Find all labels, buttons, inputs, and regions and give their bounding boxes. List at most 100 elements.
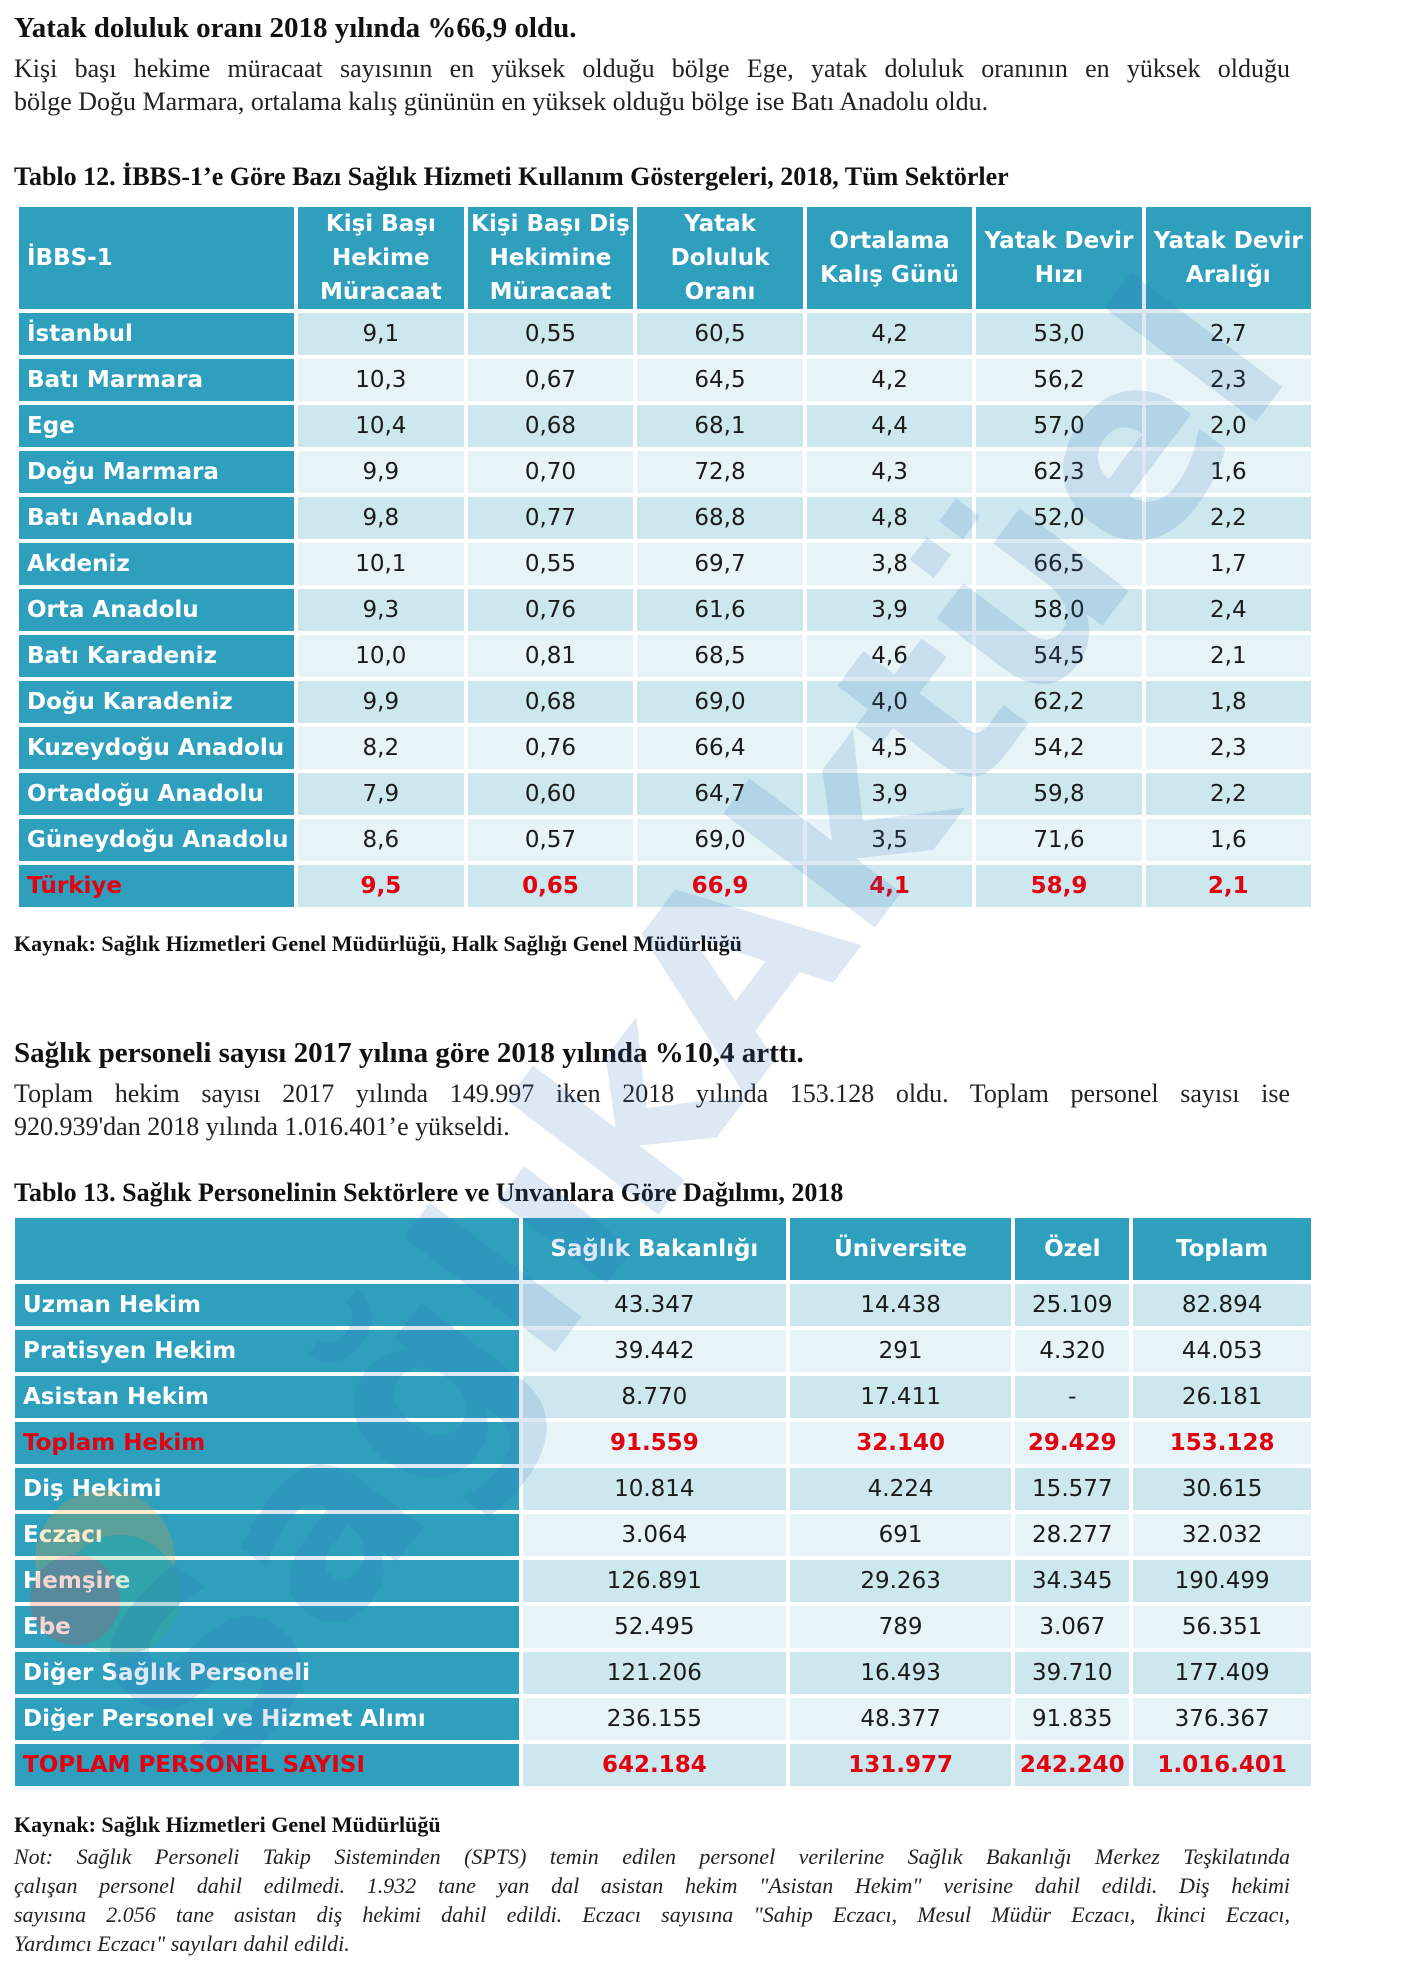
- section2-paragraph: Toplam hekim sayısı 2017 yılında 149.997…: [14, 1077, 1290, 1143]
- table-cell: 4.224: [789, 1468, 1012, 1510]
- table-cell: 0,55: [467, 543, 634, 585]
- row-label: Diğer Sağlık Personeli: [15, 1652, 519, 1694]
- table-cell: 69,7: [637, 543, 803, 585]
- table-cell: 2,7: [1145, 313, 1311, 355]
- table-cell: 8.770: [522, 1376, 786, 1418]
- table-cell: 0,65: [467, 865, 634, 907]
- table13-header-cell: Toplam: [1133, 1218, 1311, 1280]
- table-cell: 4,3: [806, 451, 973, 493]
- table-cell: 64,5: [637, 359, 803, 401]
- table-cell: 0,57: [467, 819, 634, 861]
- table-row: Kuzeydoğu Anadolu 8,2 0,76 66,4 4,5 54,2 2,3: [19, 727, 1311, 769]
- paragraph-line: Toplam hekim sayısı 2017 yılında 149.997…: [14, 1079, 1290, 1108]
- table-cell: 8,2: [298, 727, 464, 769]
- table-cell: 4,4: [806, 405, 973, 447]
- table12-caption: Tablo 12. İBBS-1’e Göre Bazı Sağlık Hizm…: [14, 162, 1009, 191]
- section1-heading: Yatak doluluk oranı 2018 yılında %66,9 o…: [14, 12, 577, 44]
- table-cell: 25.109: [1015, 1284, 1130, 1326]
- table-cell: 3,9: [806, 589, 973, 631]
- table-cell: 177.409: [1133, 1652, 1311, 1694]
- table-cell: 2,1: [1145, 635, 1311, 677]
- table12-header-cell: İBBS-1: [19, 207, 295, 309]
- table-cell: 3.064: [522, 1514, 786, 1556]
- table-cell: 153.128: [1133, 1422, 1311, 1464]
- table-cell: 57,0: [976, 405, 1142, 447]
- table-cell: 54,5: [976, 635, 1142, 677]
- table-cell: 62,3: [976, 451, 1142, 493]
- table-cell: 10,1: [298, 543, 464, 585]
- table-cell: 10,3: [298, 359, 464, 401]
- table-row: Ege 10,4 0,68 68,1 4,4 57,0 2,0: [19, 405, 1311, 447]
- table-cell: 7,9: [298, 773, 464, 815]
- table13: Sağlık Bakanlığı Üniversite Özel Toplam Uzm…: [11, 1214, 1315, 1790]
- table13-source: Kaynak: Sağlık Hizmetleri Genel Müdürlüğ…: [14, 1812, 441, 1837]
- table-cell: 60,5: [637, 313, 803, 355]
- table-cell: 9,5: [298, 865, 464, 907]
- table-cell: 8,6: [298, 819, 464, 861]
- table-row: Orta Anadolu 9,3 0,76 61,6 3,9 58,0 2,4: [19, 589, 1311, 631]
- table-cell: 126.891: [522, 1560, 786, 1602]
- header-text: Müracaat: [319, 279, 442, 305]
- table-cell: 2,2: [1145, 497, 1311, 539]
- table-cell: 68,8: [637, 497, 803, 539]
- table12-source: Kaynak: Sağlık Hizmetleri Genel Müdürlüğ…: [14, 931, 742, 956]
- table-cell: 291: [789, 1330, 1012, 1372]
- table-cell: 3.067: [1015, 1606, 1130, 1648]
- table-cell: 64,7: [637, 773, 803, 815]
- table-cell: 0,77: [467, 497, 634, 539]
- table-cell: 242.240: [1015, 1744, 1130, 1786]
- table-cell: 4,5: [806, 727, 973, 769]
- row-label: Orta Anadolu: [19, 589, 295, 631]
- table-cell: 3,9: [806, 773, 973, 815]
- row-label: Batı Anadolu: [19, 497, 295, 539]
- table-cell: 68,5: [637, 635, 803, 677]
- table-cell: 72,8: [637, 451, 803, 493]
- table-cell: 68,1: [637, 405, 803, 447]
- table-row: Batı Karadeniz 10,0 0,81 68,5 4,6 54,5 2,1: [19, 635, 1311, 677]
- table-row: Asistan Hekim 8.770 17.411-26.181: [15, 1376, 1311, 1418]
- table-cell: 0,68: [467, 681, 634, 723]
- table-cell: 1.016.401: [1133, 1744, 1311, 1786]
- table13-caption: Tablo 13. Sağlık Personelinin Sektörlere…: [14, 1178, 844, 1207]
- row-label: Akdeniz: [19, 543, 295, 585]
- table-cell: 43.347: [522, 1284, 786, 1326]
- table-cell: 66,5: [976, 543, 1142, 585]
- table-cell: 15.577: [1015, 1468, 1130, 1510]
- table-row: Doğu Marmara 9,9 0,70 72,8 4,3 62,3 1,6: [19, 451, 1311, 493]
- table-cell: 1,6: [1145, 819, 1311, 861]
- table-row: Diğer Sağlık Personeli 121.206 16.493 39.71…: [15, 1652, 1311, 1694]
- table-cell: 0,81: [467, 635, 634, 677]
- table-row: Diş Hekimi 10.814 4.224 15.577 30.615: [15, 1468, 1311, 1510]
- paragraph-line: 920.939'dan 2018 yılında 1.016.401’e yük…: [14, 1112, 510, 1141]
- table-cell: 56.351: [1133, 1606, 1311, 1648]
- table-cell: 0,76: [467, 727, 634, 769]
- header-text: Oranı: [684, 279, 756, 305]
- table-cell: 54,2: [976, 727, 1142, 769]
- row-label: Toplam Hekim: [15, 1422, 519, 1464]
- table-cell: 32.032: [1133, 1514, 1311, 1556]
- table-cell: 9,9: [298, 451, 464, 493]
- table-cell: 789: [789, 1606, 1012, 1648]
- table-cell: 34.345: [1015, 1560, 1130, 1602]
- table-cell: 39.710: [1015, 1652, 1130, 1694]
- table-cell: 39.442: [522, 1330, 786, 1372]
- table-cell: 2,0: [1145, 405, 1311, 447]
- table-total-row: Toplam Hekim 91.559 32.140 29.429 153.128: [15, 1422, 1311, 1464]
- table-cell: 9,3: [298, 589, 464, 631]
- table-row: Uzman Hekim 43.347 14.438 25.109 82.894: [15, 1284, 1311, 1326]
- table-cell: 0,68: [467, 405, 634, 447]
- table-cell: 69,0: [637, 819, 803, 861]
- header-text: Müracaat: [489, 279, 612, 305]
- table-row: Eczacı 3.064 691 28.277 32.032: [15, 1514, 1311, 1556]
- table-cell: 642.184: [522, 1744, 786, 1786]
- header-text: Hekimine: [489, 245, 612, 271]
- header-text: Yatak Devir: [984, 228, 1134, 254]
- table-cell: 2,1: [1145, 865, 1311, 907]
- table-cell: 691: [789, 1514, 1012, 1556]
- table-cell: 1,6: [1145, 451, 1311, 493]
- note-line: Yardımcı Eczacı" sayıları dahil edildi.: [14, 1931, 350, 1956]
- table-cell: 3,5: [806, 819, 973, 861]
- table-cell: 28.277: [1015, 1514, 1130, 1556]
- section2-heading: Sağlık personeli sayısı 2017 yılına göre…: [14, 1037, 804, 1069]
- table-cell: 0,55: [467, 313, 634, 355]
